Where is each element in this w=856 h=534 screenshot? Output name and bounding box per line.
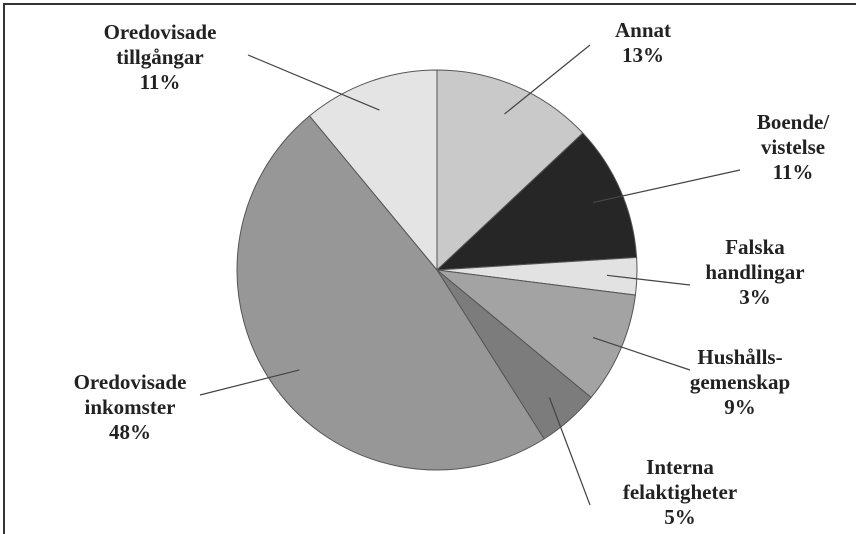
pie-slice <box>435 269 636 399</box>
slice-value-label: 11% <box>772 160 814 184</box>
pie-slice <box>236 115 545 471</box>
frame <box>3 3 856 534</box>
slice-label: Interna felaktigheter <box>622 455 738 504</box>
pie-slice <box>435 132 638 271</box>
leader-line <box>592 169 741 204</box>
pie-slice <box>436 69 584 272</box>
leader-line <box>247 54 380 111</box>
slice-value-label: 48% <box>109 420 151 444</box>
slice-label: Oredovisade inkomster <box>73 370 187 419</box>
slice-label: Oredovisade tillgångar <box>103 20 217 69</box>
slice-value-label: 5% <box>664 505 696 529</box>
leader-line <box>199 369 300 396</box>
slice-value-label: 3% <box>739 285 771 309</box>
slice-label: Falska handlingar <box>705 235 805 284</box>
slice-value-label: 11% <box>139 70 181 94</box>
slice-value-label: 9% <box>724 395 756 419</box>
slice-label: Boende/ vistelse <box>756 110 830 159</box>
slice-label: Hushålls- gemenskap <box>689 345 791 394</box>
pie-slice <box>308 69 438 272</box>
leader-line <box>606 274 691 286</box>
leader-line <box>548 397 591 506</box>
slice-value-label: 13% <box>622 43 664 67</box>
leader-line <box>592 336 691 371</box>
slice-label: Annat <box>614 18 672 42</box>
leader-line <box>504 44 591 115</box>
